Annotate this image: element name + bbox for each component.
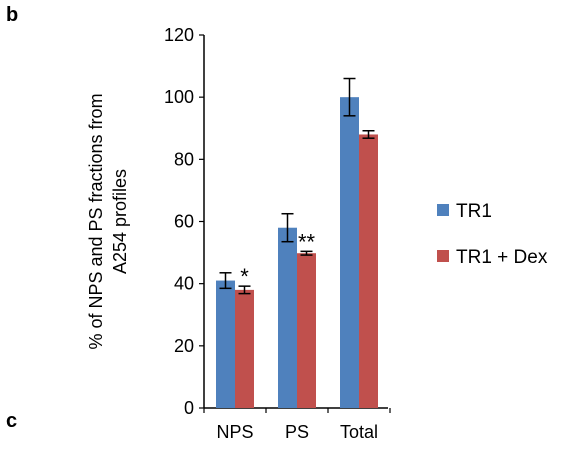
bar-ps-tr1-dex xyxy=(297,253,316,408)
legend-swatch xyxy=(437,250,449,262)
x-tick-label: NPS xyxy=(216,422,253,442)
bar-total-tr1-dex xyxy=(359,134,378,408)
bar-nps-tr1-dex xyxy=(235,289,254,408)
significance-annotation: * xyxy=(240,264,249,289)
legend-label: TR1 + Dex xyxy=(456,247,548,268)
y-tick-label: 20 xyxy=(174,336,194,356)
legend-swatch xyxy=(437,204,449,216)
y-axis-label-line-1: % of NPS and PS fractions from xyxy=(86,93,106,349)
bar-ps-tr1 xyxy=(278,227,297,408)
x-tick-label: PS xyxy=(285,422,309,442)
y-tick-label: 60 xyxy=(174,212,194,232)
y-tick-label: 40 xyxy=(174,274,194,294)
y-tick-label: 0 xyxy=(184,398,194,418)
legend-label: TR1 xyxy=(456,201,492,222)
significance-annotation: ** xyxy=(298,229,316,254)
bar-nps-tr1 xyxy=(216,280,235,408)
y-tick-label: 120 xyxy=(164,25,194,45)
panel-label-c: c xyxy=(6,410,18,432)
y-tick-label: 100 xyxy=(164,87,194,107)
y-axis-label-line-2: A254 profiles xyxy=(110,169,130,274)
x-tick-label: Total xyxy=(340,422,378,442)
y-tick-label: 80 xyxy=(174,149,194,169)
panel-label-b: b xyxy=(6,4,19,26)
bar-total-tr1 xyxy=(340,97,359,409)
